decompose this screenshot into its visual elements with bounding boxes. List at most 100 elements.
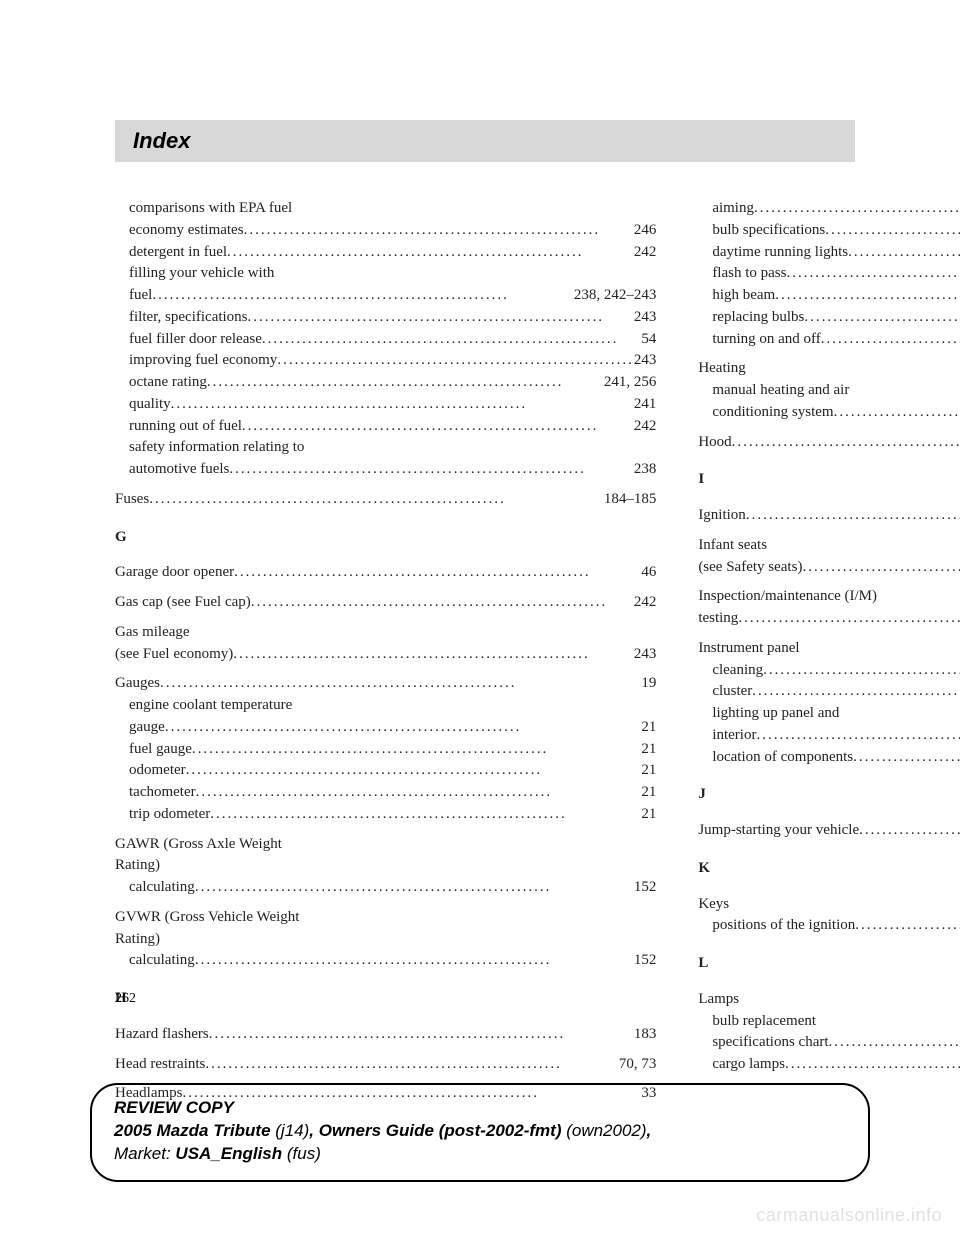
idx-text: octane rating [129, 372, 207, 394]
idx-text: cargo lamps [712, 1054, 785, 1076]
footer-code2: (own2002) [561, 1121, 646, 1140]
idx-page: 241 [634, 394, 657, 416]
idx-text: calculating [129, 877, 195, 899]
idx-page: 242 [634, 416, 657, 438]
idx-text: trip odometer [129, 804, 210, 826]
idx-text: interior [712, 725, 756, 747]
idx-text: fuel filler door release [129, 329, 262, 351]
idx-page: 241, 256 [604, 372, 657, 394]
idx-text: positions of the ignition [712, 915, 855, 937]
idx-page: 184–185 [604, 489, 657, 511]
idx-text: odometer [129, 760, 186, 782]
idx-page: 21 [641, 717, 656, 739]
idx-text: detergent in fuel [129, 242, 227, 264]
section-J: J [698, 784, 960, 806]
idx-text: daytime running lights [712, 242, 848, 264]
idx-page: 243 [634, 307, 657, 329]
idx-text: Gas cap (see Fuel cap) [115, 592, 251, 614]
idx-text: Head restraints [115, 1054, 205, 1076]
idx-text: safety information relating to [129, 437, 304, 459]
idx-text: Instrument panel [698, 638, 799, 660]
idx-text: turning on and off [712, 329, 820, 351]
idx-text: economy estimates [129, 220, 244, 242]
idx-text: GVWR (Gross Vehicle Weight [115, 907, 299, 929]
idx-text: cleaning [712, 660, 763, 682]
footer-model: 2005 Mazda Tribute [114, 1121, 271, 1140]
idx-page: 21 [641, 804, 656, 826]
idx-page: 70, 73 [619, 1054, 657, 1076]
idx-page: 152 [634, 877, 657, 899]
idx-text: GAWR (Gross Axle Weight [115, 834, 282, 856]
index-columns: comparisons with EPA fuel economy estima… [115, 198, 855, 1113]
idx-text: Hood [698, 432, 731, 454]
section-I: I [698, 469, 960, 491]
idx-page: 54 [641, 329, 656, 351]
section-K: K [698, 858, 960, 880]
idx-text: Ignition [698, 505, 746, 527]
idx-text: Gas mileage [115, 622, 190, 644]
idx-text: flash to pass [712, 263, 786, 285]
idx-text: Rating) [115, 855, 160, 877]
idx-text: (see Safety seats) [698, 557, 802, 579]
idx-text: Jump-starting your vehicle [698, 820, 859, 842]
idx-text: conditioning system [712, 402, 833, 424]
header-title: Index [133, 128, 190, 154]
idx-page: 238 [634, 459, 657, 481]
idx-page: 243 [634, 350, 657, 372]
page: Index comparisons with EPA fuel economy … [0, 0, 960, 1242]
idx-page: 21 [641, 782, 656, 804]
idx-page: 46 [641, 562, 656, 584]
idx-text: (see Fuel economy) [115, 644, 233, 666]
idx-text: specifications chart [712, 1032, 828, 1054]
idx-text: fuel [129, 285, 152, 307]
footer-code1: (j14) [271, 1121, 310, 1140]
left-column: comparisons with EPA fuel economy estima… [115, 198, 656, 1113]
idx-text: quality [129, 394, 171, 416]
idx-text: Gauges [115, 673, 160, 695]
section-H: H [115, 988, 656, 1010]
idx-text: Inspection/maintenance (I/M) [698, 586, 877, 608]
idx-text: improving fuel economy [129, 350, 277, 372]
idx-text: Hazard flashers [115, 1024, 209, 1046]
idx-text: filling your vehicle with [129, 263, 274, 285]
idx-page: 183 [634, 1024, 657, 1046]
idx-page: 242 [634, 242, 657, 264]
idx-text: Fuses [115, 489, 149, 511]
header-bar: Index [115, 120, 855, 162]
idx-text: lighting up panel and [712, 703, 839, 725]
idx-text: Rating) [115, 929, 160, 951]
idx-page: 21 [641, 739, 656, 761]
footer-line1: REVIEW COPY [114, 1098, 234, 1117]
idx-page: 242 [634, 592, 657, 614]
idx-text: automotive fuels [129, 459, 229, 481]
idx-text: filter, specifications [129, 307, 248, 329]
footer-comma: , [309, 1121, 318, 1140]
idx-text: Lamps [698, 989, 739, 1011]
idx-text: replacing bulbs [712, 307, 804, 329]
watermark: carmanualsonline.info [756, 1205, 942, 1226]
idx-text: aiming [712, 198, 754, 220]
idx-page: 21 [641, 760, 656, 782]
idx-text: Heating [698, 358, 745, 380]
footer-market: USA_English [171, 1144, 282, 1163]
idx-page: 152 [634, 950, 657, 972]
idx-text: running out of fuel [129, 416, 242, 438]
fuel-continuation: comparisons with EPA fuel economy estima… [115, 198, 656, 481]
idx-text: bulb specifications [712, 220, 825, 242]
idx-page: 246 [634, 220, 657, 242]
idx-text: location of components [712, 747, 853, 769]
idx-text: cluster [712, 681, 752, 703]
idx-text: manual heating and air [712, 380, 849, 402]
footer-code3: (fus) [282, 1144, 321, 1163]
idx-text: Garage door opener [115, 562, 234, 584]
footer-box: REVIEW COPY 2005 Mazda Tribute (j14), Ow… [90, 1083, 870, 1182]
right-column: aiming35 bulb specifications38 daytime r… [698, 198, 960, 1113]
idx-text: tachometer [129, 782, 196, 804]
idx-text: Keys [698, 894, 729, 916]
idx-text: testing [698, 608, 738, 630]
footer-guide: Owners Guide (post-2002-fmt) [319, 1121, 562, 1140]
idx-text: Infant seats [698, 535, 767, 557]
idx-text: fuel gauge [129, 739, 192, 761]
page-number: 262 [115, 991, 136, 1007]
headlamps-continuation: aiming35 bulb specifications38 daytime r… [698, 198, 960, 350]
